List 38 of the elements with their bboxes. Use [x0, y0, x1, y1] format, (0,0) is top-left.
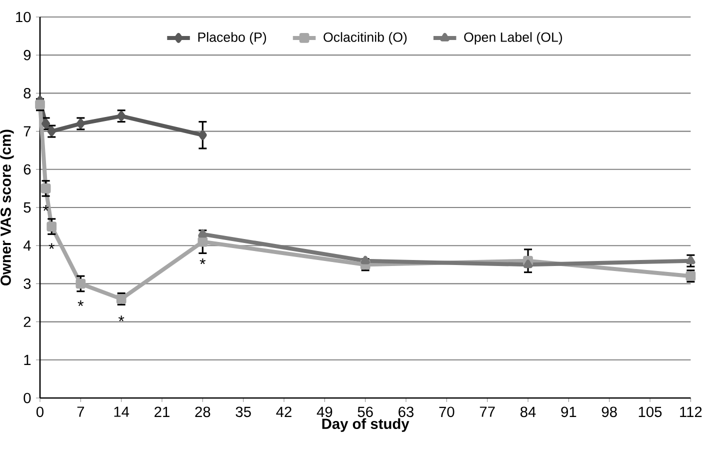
- annotation: *: [42, 205, 49, 211]
- x-tick-label: 70: [439, 406, 454, 418]
- y-tick-label: 4: [23, 240, 31, 251]
- legend-label: Placebo (P): [198, 32, 266, 45]
- y-tick-label: 2: [24, 316, 31, 327]
- x-tick-label: 35: [236, 406, 251, 418]
- annotation: *: [48, 243, 54, 249]
- x-tick-label: 21: [154, 406, 170, 417]
- x-tick-label: 0: [36, 406, 44, 418]
- x-tick-label: 105: [638, 406, 662, 418]
- x-tick-label: 84: [520, 406, 536, 418]
- annotation: *: [78, 300, 84, 306]
- y-tick-label: 5: [24, 202, 31, 213]
- y-tick-label: 3: [24, 278, 31, 289]
- x-axis-title: Day of study: [322, 418, 410, 432]
- x-tick-label: 14: [114, 406, 130, 417]
- x-tick-label: 28: [195, 406, 210, 418]
- y-tick-label: 6: [24, 164, 31, 175]
- x-tick-label: 56: [358, 406, 373, 418]
- legend-label: Open Label (OL): [464, 32, 562, 45]
- y-tick-label: 0: [24, 392, 31, 404]
- y-axis-title: Owner VAS score (cm): [0, 130, 14, 286]
- y-tick-label: 10: [16, 12, 31, 22]
- legend-label: Oclacitinib (O): [324, 32, 407, 45]
- annotation: *: [118, 316, 124, 322]
- x-tick-label: 49: [316, 406, 332, 418]
- x-tick-label: 63: [398, 406, 414, 418]
- x-tick-label: 91: [561, 406, 576, 418]
- x-tick-label: 7: [77, 406, 84, 417]
- x-tick-label: 77: [480, 406, 495, 417]
- x-tick-label: 98: [602, 406, 617, 418]
- x-tick-label: 42: [276, 406, 292, 417]
- annotation: *: [200, 258, 206, 264]
- x-tick-label: 112: [680, 406, 702, 417]
- y-tick-label: 7: [24, 126, 31, 136]
- y-tick-label: 8: [24, 88, 31, 98]
- y-tick-label: 1: [24, 354, 31, 365]
- y-tick-label: 9: [24, 50, 31, 60]
